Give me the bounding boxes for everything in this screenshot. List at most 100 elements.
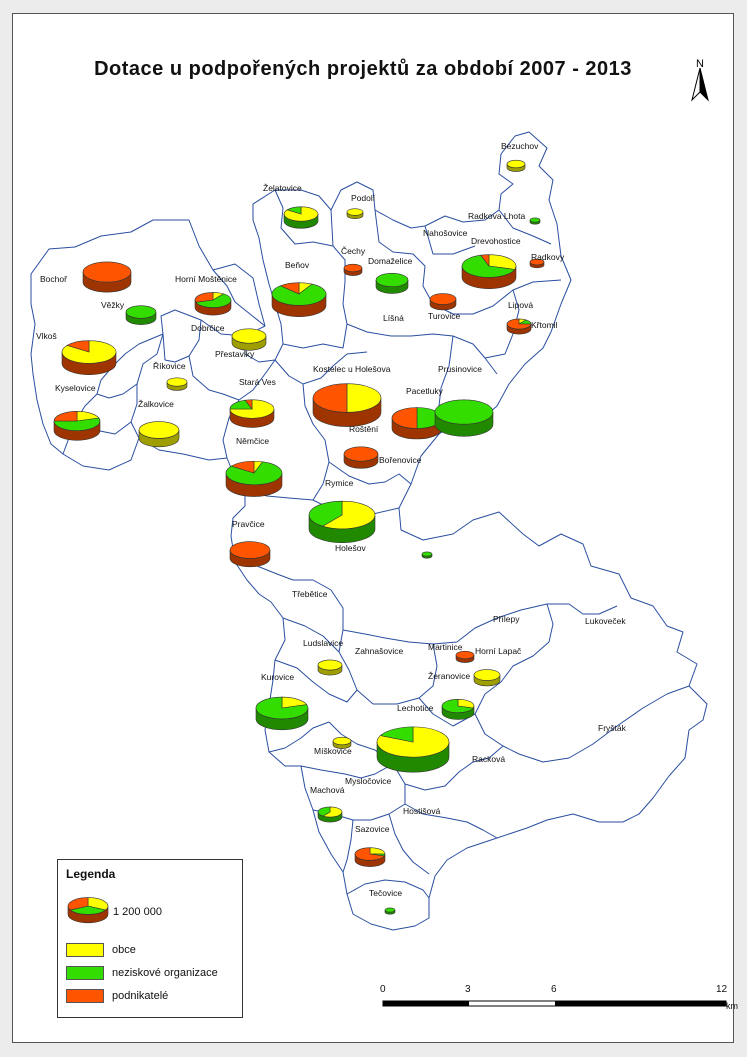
pie-machova-neziskove bbox=[317, 806, 331, 817]
map-canvas: Bezuchov Želatovice Podolí Radkova LhotaNah… bbox=[30, 131, 708, 931]
boundary-7 bbox=[498, 209, 552, 245]
pie-rosteni-podnikatele bbox=[343, 446, 379, 462]
pie-bezuchov-obce bbox=[506, 159, 526, 169]
place-label-sazovice: Sazovice bbox=[355, 824, 390, 834]
place-label-rymice: Rymice bbox=[325, 478, 354, 488]
boundary-2 bbox=[222, 131, 708, 931]
place-label-benov: Beňov bbox=[285, 260, 310, 270]
place-label-dobrcice: Dobrčice bbox=[191, 323, 225, 333]
pie-sazovice bbox=[354, 847, 386, 867]
pie-pacetluky-podnikatele bbox=[391, 407, 418, 429]
pie-kurovice-neziskove bbox=[255, 696, 309, 720]
place-label-bezuchov: Bezuchov bbox=[501, 141, 539, 151]
pie-zalkovice bbox=[138, 421, 180, 448]
pie-bochor-podnikatele bbox=[82, 261, 132, 283]
pie-kostelec-u-holesova-podnikatele bbox=[312, 383, 348, 413]
place-label-hostisova: Hostišová bbox=[403, 806, 441, 816]
place-label-drevohostice: Drevohostice bbox=[471, 236, 521, 246]
legend-size-value: 1 200 000 bbox=[113, 906, 162, 918]
place-label-kyselovice: Kyselovice bbox=[55, 383, 96, 393]
pie-stara-ves-podnikatele bbox=[244, 399, 253, 410]
place-label-pacetluky: Pacetluky bbox=[406, 386, 444, 396]
place-label-myslocovice: Mysločovice bbox=[345, 776, 392, 786]
place-label-podoli: Podolí bbox=[351, 193, 376, 203]
place-label-zelatovice: Želatovice bbox=[263, 183, 302, 193]
pie-cechy bbox=[343, 263, 363, 276]
pie-horni-mostenice bbox=[194, 292, 232, 316]
pie-domazelice bbox=[375, 272, 409, 294]
pie-zeranovice-obce bbox=[457, 698, 475, 709]
pie-podoli bbox=[346, 208, 364, 219]
pie-martinice-podnikatele bbox=[455, 650, 475, 660]
place-label-prilepy: Přílepy bbox=[493, 614, 520, 624]
pie-domazelice-neziskove bbox=[375, 272, 409, 288]
place-label-domazelice: Domaželice bbox=[368, 256, 413, 266]
legend: Legenda 1 200 000 obce neziskové organiz… bbox=[57, 859, 243, 1018]
pie-benov-podnikatele bbox=[279, 282, 300, 295]
pie-tecovice-neziskove bbox=[384, 907, 396, 913]
pie-zelatovice-neziskove bbox=[286, 206, 302, 215]
place-label-lisna: Líšná bbox=[383, 313, 404, 323]
boundary-10 bbox=[212, 269, 266, 327]
pie-zeranovice-neziskove bbox=[441, 698, 474, 714]
pie-drevohostice-podnikatele bbox=[480, 254, 490, 267]
place-label-frystak: Fryšták bbox=[598, 723, 627, 733]
pie-miskovice bbox=[332, 736, 352, 749]
scale-tick-0: 0 bbox=[380, 984, 386, 995]
legend-label-obce: obce bbox=[112, 944, 136, 956]
boundary-19 bbox=[274, 351, 368, 385]
pie-ludslavice-obce bbox=[317, 659, 343, 671]
pie-benov bbox=[271, 282, 327, 317]
pie-drevohostice-neziskove bbox=[461, 254, 516, 278]
place-label-trebetice: Třebětice bbox=[292, 589, 328, 599]
place-label-ludslavice: Ludslavice bbox=[303, 638, 343, 648]
pie-stara-ves bbox=[229, 399, 275, 428]
boundary-35 bbox=[404, 803, 498, 839]
pie-dobrcice bbox=[231, 328, 267, 351]
place-label-rikovice: Říkovice bbox=[153, 361, 186, 371]
place-label-lechotice: Lechotice bbox=[397, 703, 434, 713]
place-label-nemcice: Němčice bbox=[236, 436, 269, 446]
place-label-vezky: Věžky bbox=[101, 300, 125, 310]
pie-radkova-lhota bbox=[529, 217, 541, 225]
pie-drevohostice bbox=[461, 254, 517, 289]
pie-lechotice bbox=[376, 726, 450, 773]
pie-kostelec-u-holesova-obce bbox=[346, 383, 382, 413]
place-label-krtomil: Křtomil bbox=[531, 320, 558, 330]
place-label-pravcice: Pravčice bbox=[232, 519, 265, 529]
pie-radkova-lhota-neziskove bbox=[529, 217, 541, 223]
boundary-36 bbox=[342, 819, 354, 873]
legend-swatch-neziskove bbox=[66, 966, 104, 980]
pie-rymice bbox=[308, 500, 376, 544]
legend-pie bbox=[67, 897, 109, 924]
pie-nemcice-podnikatele bbox=[230, 460, 255, 474]
pie-pravcice-podnikatele bbox=[229, 541, 271, 559]
boundary-29 bbox=[373, 643, 438, 705]
pie-kyselovice bbox=[53, 411, 101, 441]
boundary-12 bbox=[162, 319, 202, 363]
pie-rikovice-obce bbox=[166, 377, 188, 387]
boundary-8 bbox=[484, 289, 520, 359]
pie-machova bbox=[317, 806, 343, 823]
pie-cechy-podnikatele bbox=[343, 263, 363, 273]
pie-vezky-neziskove bbox=[125, 305, 157, 319]
pie-lipova bbox=[506, 318, 532, 335]
north-label: N bbox=[696, 58, 704, 70]
district-boundaries bbox=[30, 131, 708, 931]
subsidy-pies bbox=[53, 159, 545, 915]
pie-zelatovice bbox=[283, 206, 319, 229]
map-frame: Bezuchov Želatovice Podolí Radkova Lhota Nah… bbox=[12, 13, 738, 1043]
scale-bar: 0 3 6 12 km bbox=[373, 984, 743, 1020]
pie-rosteni bbox=[343, 446, 379, 469]
boundary-13 bbox=[188, 355, 240, 401]
place-label-zalkovice: Žalkovice bbox=[138, 399, 174, 409]
pie-dobrcice-obce bbox=[231, 328, 267, 344]
boundary-23 bbox=[234, 561, 344, 653]
pie-pacetluky bbox=[391, 407, 443, 440]
place-label-holesov: Holešov bbox=[335, 543, 366, 553]
boundary-15 bbox=[96, 383, 138, 399]
boundary-37 bbox=[388, 813, 430, 875]
place-label-radkovy: Radkovy bbox=[531, 252, 565, 262]
pie-miskovice-obce bbox=[332, 736, 352, 746]
place-label-prusinovice: Prusinovice bbox=[438, 364, 482, 374]
